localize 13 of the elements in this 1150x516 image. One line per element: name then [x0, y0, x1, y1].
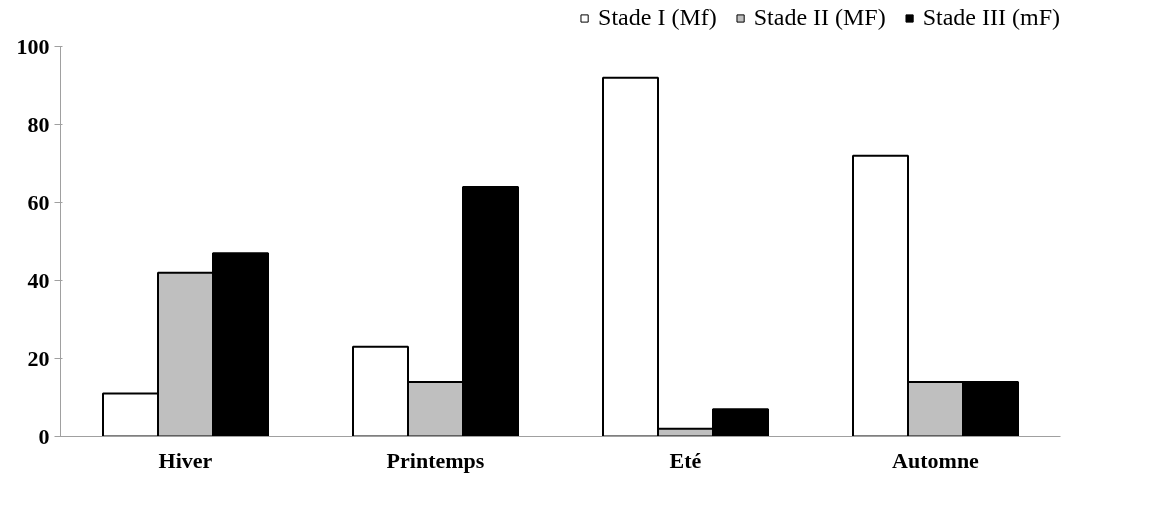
legend-label: Stade I (Mf) — [598, 4, 717, 31]
y-tick-label: 80 — [27, 111, 50, 137]
y-tick-label: 60 — [27, 189, 50, 215]
y-tick-label: 100 — [16, 33, 50, 59]
x-tick-label: Eté — [669, 447, 702, 473]
x-tick-label: Automne — [892, 447, 980, 473]
x-tick-label: Hiver — [158, 447, 213, 473]
x-tick-label: Printemps — [386, 447, 485, 473]
y-tick-label: 0 — [38, 423, 50, 449]
y-tick-label: 40 — [27, 267, 50, 293]
legend-label: Stade III (mF) — [922, 4, 1060, 31]
legend-label: Stade II (MF) — [753, 4, 886, 31]
y-tick-label: 20 — [27, 345, 50, 371]
